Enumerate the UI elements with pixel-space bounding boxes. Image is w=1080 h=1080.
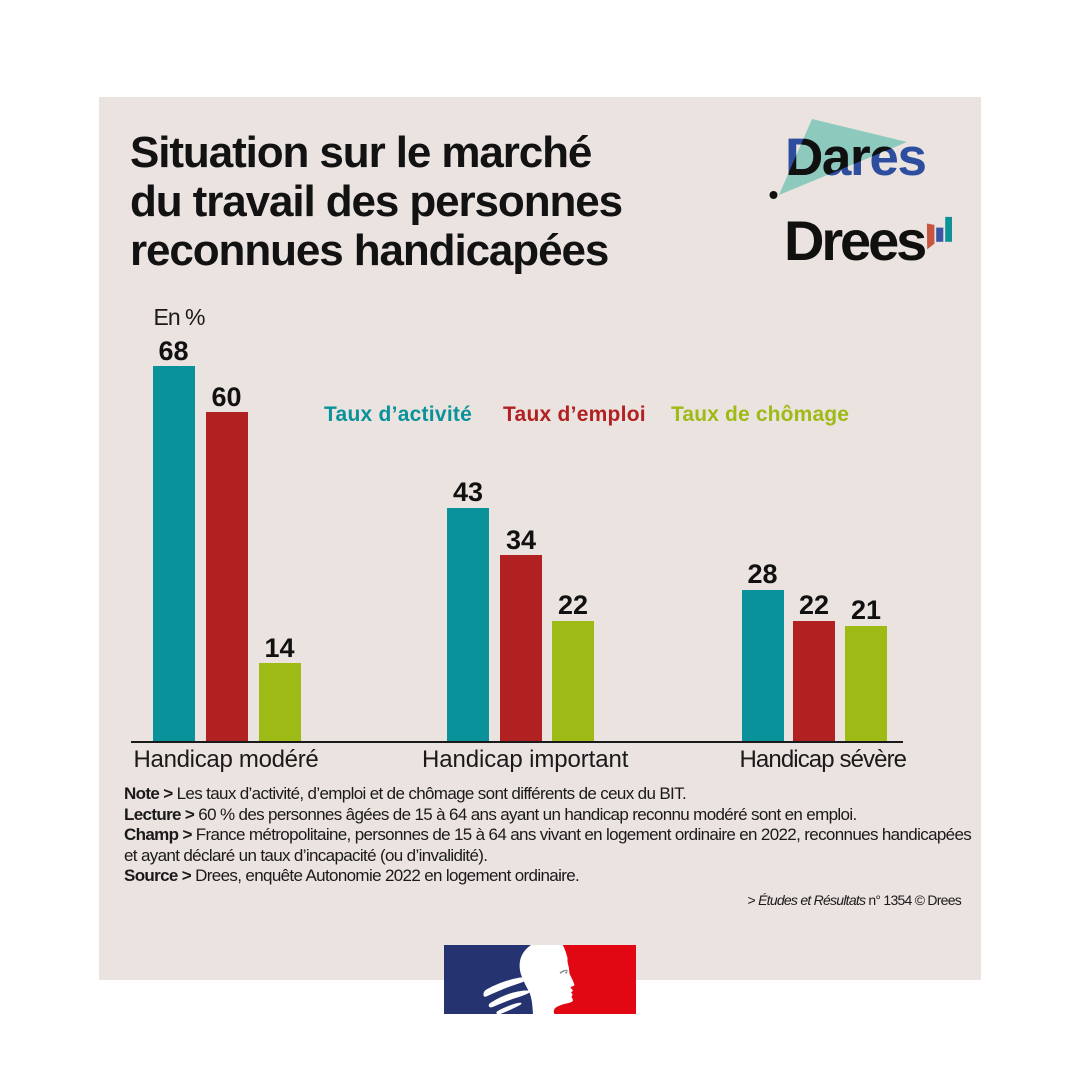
svg-text:Drees: Drees xyxy=(784,209,925,270)
svg-text:Dares: Dares xyxy=(785,128,926,187)
